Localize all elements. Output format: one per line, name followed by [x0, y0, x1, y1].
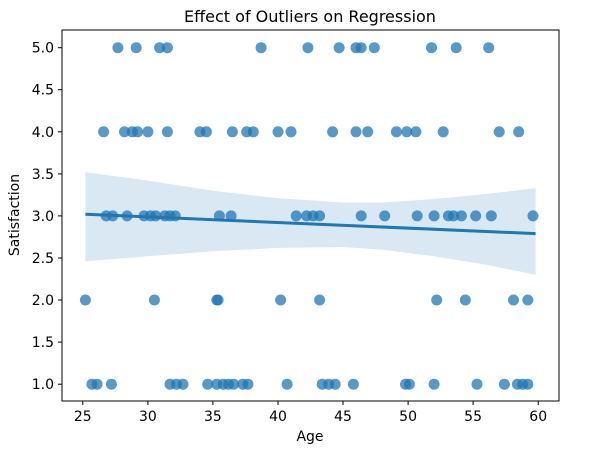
scatter-point: [91, 378, 103, 390]
scatter-point: [455, 210, 467, 222]
scatter-point: [411, 210, 423, 222]
scatter-point: [213, 210, 225, 222]
scatter-point: [483, 42, 495, 54]
scatter-point: [403, 378, 415, 390]
scatter-point: [121, 210, 133, 222]
scatter-point: [471, 378, 483, 390]
scatter-point: [285, 126, 297, 138]
scatter-point: [470, 210, 482, 222]
scatter-point: [105, 378, 117, 390]
y-tick-label: 4.5: [32, 83, 54, 99]
scatter-point: [448, 210, 460, 222]
scatter-point: [437, 126, 449, 138]
scatter-point: [132, 126, 143, 138]
scatter-point: [431, 294, 443, 306]
scatter-point: [327, 126, 339, 138]
scatter-point: [281, 378, 293, 390]
scatter-point: [355, 210, 367, 222]
scatter-point: [522, 294, 534, 306]
scatter-point: [493, 126, 505, 138]
y-tick-label: 4.0: [32, 125, 54, 141]
x-tick-label: 45: [334, 409, 352, 425]
scatter-point: [513, 126, 525, 138]
y-tick-label: 3.5: [32, 167, 54, 183]
scatter-point: [130, 42, 142, 54]
scatter-point: [200, 126, 212, 138]
scatter-point: [459, 294, 471, 306]
scatter-point: [355, 42, 367, 54]
scatter-point: [329, 378, 341, 390]
scatter-point: [379, 210, 391, 222]
y-tick-label: 1.0: [32, 377, 54, 393]
scatter-point: [107, 210, 119, 222]
scatter-point: [148, 294, 160, 306]
tick-layer: 25 30 35 40 45 50 55 60 1.0 1.5 2.0 2.5 3.0 3.5 4.0 4.5…: [32, 41, 547, 425]
x-axis-label: Age: [296, 429, 323, 445]
scatter-point: [225, 210, 237, 222]
scatter-point: [426, 42, 437, 54]
scatter-point: [275, 294, 287, 306]
y-tick-label: 2.0: [32, 293, 54, 309]
scatter-point: [314, 294, 326, 306]
scatter-point: [202, 378, 214, 390]
scatter-point: [350, 126, 362, 138]
scatter-point: [79, 294, 91, 306]
y-axis-label: Satisfaction: [7, 174, 23, 256]
scatter-point: [362, 126, 374, 138]
scatter-point: [112, 42, 124, 54]
scatter-point: [154, 42, 166, 54]
scatter-point: [161, 42, 173, 54]
scatter-point: [410, 126, 422, 138]
scatter-point: [212, 294, 224, 306]
scatter-point: [119, 126, 130, 138]
x-tick-label: 55: [464, 409, 482, 425]
scatter-point: [255, 42, 267, 54]
scatter-point: [314, 210, 326, 222]
y-tick-label: 2.5: [32, 251, 54, 267]
scatter-point: [177, 378, 189, 390]
scatter-point: [508, 294, 519, 306]
chart-title: Effect of Outliers on Regression: [184, 7, 436, 26]
x-tick-label: 30: [139, 409, 157, 425]
scatter-point: [527, 210, 539, 222]
y-tick-label: 3.0: [32, 209, 54, 225]
scatter-point: [228, 378, 240, 390]
scatter-point: [242, 378, 254, 390]
scatter-point: [485, 210, 497, 222]
scatter-point: [390, 126, 402, 138]
scatter-point: [450, 42, 462, 54]
x-tick-label: 50: [399, 409, 417, 425]
scatter-point: [428, 210, 440, 222]
scatter-point: [272, 126, 284, 138]
y-tick-label: 1.5: [32, 335, 54, 351]
scatter-point: [368, 42, 380, 54]
scatter-point: [302, 42, 314, 54]
scatter-point: [498, 378, 510, 390]
scatter-point: [247, 126, 259, 138]
x-tick-label: 25: [74, 409, 92, 425]
scatter-point: [150, 210, 162, 222]
scatter-point: [401, 126, 413, 138]
x-tick-label: 60: [529, 409, 547, 425]
scatter-point: [428, 378, 440, 390]
scatter-point: [290, 210, 302, 222]
scatter-point: [333, 42, 345, 54]
scatter-point: [522, 378, 534, 390]
scatter-point: [226, 126, 238, 138]
scatter-point: [169, 210, 181, 222]
scatter-point: [161, 126, 173, 138]
x-tick-label: 35: [204, 409, 222, 425]
scatter-point: [347, 378, 359, 390]
y-tick-label: 5.0: [32, 41, 54, 57]
scatter-points-layer: [79, 42, 539, 390]
x-tick-label: 40: [269, 409, 287, 425]
scatter-point: [98, 126, 110, 138]
scatter-point: [142, 126, 154, 138]
